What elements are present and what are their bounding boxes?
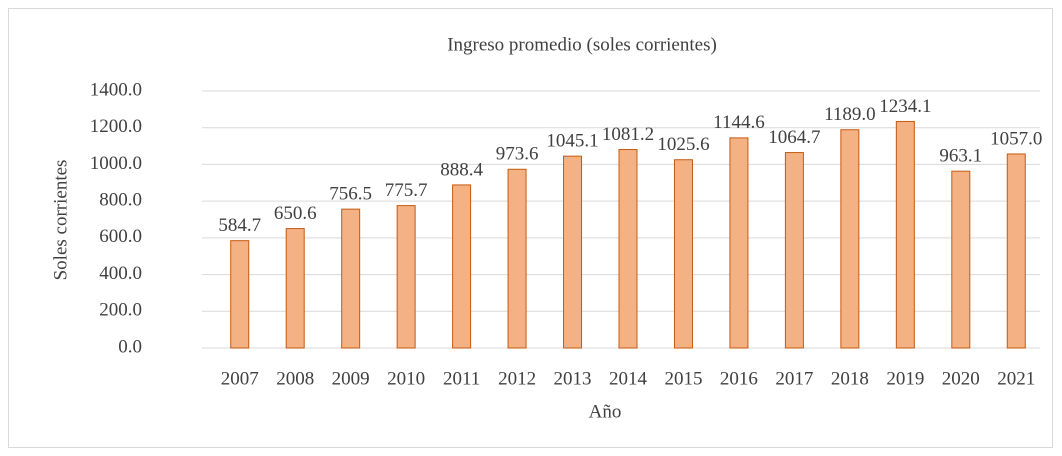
x-tick-label: 2020 xyxy=(942,368,980,389)
x-tick-label: 2013 xyxy=(554,368,592,389)
y-tick-label: 600.0 xyxy=(99,226,142,247)
x-tick-label: 2018 xyxy=(831,368,869,389)
y-tick-label: 1000.0 xyxy=(90,153,142,174)
x-tick-label: 2012 xyxy=(498,368,536,389)
x-tick-label: 2009 xyxy=(332,368,370,389)
bar xyxy=(396,205,416,349)
data-label: 775.7 xyxy=(385,180,428,201)
data-label: 1045.1 xyxy=(546,131,598,152)
data-label: 1081.2 xyxy=(602,124,654,145)
y-tick-label: 800.0 xyxy=(99,190,142,211)
data-label: 973.6 xyxy=(496,144,539,165)
bar xyxy=(840,129,860,349)
data-label: 1144.6 xyxy=(713,112,765,133)
y-tick-label: 200.0 xyxy=(99,300,142,321)
bar xyxy=(563,155,583,349)
bar xyxy=(341,208,361,349)
chart-border xyxy=(8,8,1053,448)
x-tick-label: 2015 xyxy=(664,368,702,389)
x-tick-label: 2008 xyxy=(276,368,314,389)
bar xyxy=(1006,153,1026,349)
data-label: 584.7 xyxy=(218,215,261,236)
data-label: 1064.7 xyxy=(768,127,820,148)
bar xyxy=(673,159,693,349)
data-label: 888.4 xyxy=(440,159,483,180)
bar xyxy=(618,149,638,349)
chart-title: Ingreso promedio (soles corrientes) xyxy=(447,34,717,55)
bar xyxy=(285,228,305,349)
data-label: 1234.1 xyxy=(879,96,931,117)
x-tick-label: 2017 xyxy=(775,368,813,389)
x-tick-label: 2016 xyxy=(720,368,758,389)
y-tick-label: 1400.0 xyxy=(90,79,142,100)
x-tick-label: 2011 xyxy=(443,368,480,389)
bar xyxy=(729,137,749,349)
x-axis-title: Año xyxy=(589,401,622,422)
data-label: 756.5 xyxy=(329,183,372,204)
x-tick-label: 2007 xyxy=(221,368,259,389)
x-tick-label: 2019 xyxy=(886,368,924,389)
bar xyxy=(507,168,527,349)
x-tick-label: 2021 xyxy=(997,368,1035,389)
bar xyxy=(230,240,250,349)
data-label: 1189.0 xyxy=(824,104,876,125)
data-label: 1025.6 xyxy=(657,134,709,155)
y-axis-title: Soles corrientes xyxy=(50,160,71,281)
bar xyxy=(784,152,804,349)
data-label: 963.1 xyxy=(939,146,982,167)
data-label: 1057.0 xyxy=(990,128,1042,149)
x-tick-label: 2014 xyxy=(609,368,648,389)
y-tick-label: 0.0 xyxy=(118,336,142,357)
data-label: 650.6 xyxy=(274,203,317,224)
x-tick-label: 2010 xyxy=(387,368,425,389)
y-tick-label: 1200.0 xyxy=(90,116,142,137)
y-tick-label: 400.0 xyxy=(99,263,142,284)
bar xyxy=(951,170,971,349)
bar xyxy=(895,120,915,349)
bar xyxy=(452,184,472,349)
